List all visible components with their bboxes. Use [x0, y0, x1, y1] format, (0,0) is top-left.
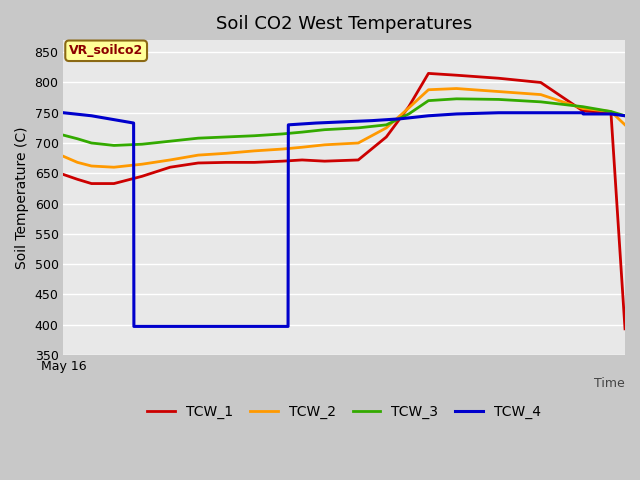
Legend: TCW_1, TCW_2, TCW_3, TCW_4: TCW_1, TCW_2, TCW_3, TCW_4 — [142, 399, 547, 425]
TCW_1 — [60, 172, 67, 178]
TCW_4 — [242, 324, 250, 329]
TCW_3 — [607, 108, 615, 114]
TCW_4 — [60, 110, 67, 116]
TCW_1 — [138, 173, 146, 179]
TCW_4 — [537, 110, 545, 116]
TCW_4 — [158, 324, 166, 329]
TCW_1 — [250, 159, 258, 165]
TCW_3 — [223, 134, 230, 140]
TCW_4 — [424, 113, 432, 119]
TCW_1 — [110, 180, 118, 186]
TCW_2 — [495, 89, 502, 95]
TCW_4 — [285, 122, 292, 128]
TCW_2 — [110, 164, 118, 170]
TCW_4 — [88, 113, 95, 119]
TCW_3 — [579, 104, 587, 109]
TCW_4 — [130, 120, 138, 126]
TCW_2 — [74, 159, 81, 165]
TCW_1 — [405, 104, 413, 109]
TCW_2 — [298, 144, 306, 150]
TCW_1 — [579, 108, 587, 114]
TCW_2 — [607, 108, 615, 114]
TCW_2 — [537, 92, 545, 97]
TCW_4 — [452, 111, 460, 117]
Line: TCW_2: TCW_2 — [63, 88, 625, 167]
TCW_4 — [284, 324, 292, 329]
Line: TCW_1: TCW_1 — [63, 73, 625, 329]
TCW_1 — [223, 159, 230, 165]
TCW_2 — [88, 163, 95, 169]
TCW_2 — [195, 152, 202, 158]
TCW_2 — [424, 87, 432, 93]
Line: TCW_4: TCW_4 — [63, 113, 625, 326]
TCW_3 — [405, 111, 413, 117]
TCW_3 — [383, 122, 390, 128]
TCW_4 — [116, 118, 124, 123]
TCW_1 — [621, 326, 629, 332]
TCW_2 — [166, 157, 174, 163]
TCW_4 — [270, 324, 278, 329]
TCW_1 — [424, 71, 432, 76]
TCW_1 — [88, 180, 95, 186]
TCW_2 — [138, 161, 146, 167]
TCW_3 — [195, 135, 202, 141]
TCW_1 — [537, 80, 545, 85]
Y-axis label: Soil Temperature (C): Soil Temperature (C) — [15, 126, 29, 269]
TCW_1 — [298, 157, 306, 163]
TCW_4 — [214, 324, 221, 329]
TCW_3 — [621, 113, 629, 119]
TCW_1 — [166, 164, 174, 170]
TCW_3 — [60, 132, 67, 138]
Line: TCW_3: TCW_3 — [63, 99, 625, 145]
TCW_3 — [355, 125, 362, 131]
TCW_4 — [130, 324, 138, 329]
TCW_1 — [452, 72, 460, 78]
TCW_1 — [195, 160, 202, 166]
TCW_1 — [321, 158, 328, 164]
TCW_4 — [621, 113, 629, 119]
TCW_4 — [607, 111, 615, 117]
TCW_3 — [321, 127, 328, 132]
Text: VR_soilco2: VR_soilco2 — [69, 44, 143, 57]
TCW_3 — [74, 136, 81, 142]
TCW_2 — [321, 142, 328, 148]
TCW_4 — [186, 324, 194, 329]
TCW_4 — [579, 111, 587, 117]
TCW_1 — [607, 110, 615, 116]
TCW_4 — [340, 119, 348, 125]
TCW_3 — [298, 129, 306, 135]
TCW_2 — [60, 154, 67, 159]
TCW_1 — [383, 134, 390, 140]
TCW_3 — [166, 138, 174, 144]
TCW_3 — [88, 140, 95, 146]
TCW_2 — [579, 106, 587, 111]
TCW_2 — [621, 122, 629, 128]
TCW_3 — [452, 96, 460, 102]
TCW_1 — [495, 75, 502, 81]
TCW_1 — [278, 158, 286, 164]
TCW_4 — [495, 110, 502, 116]
TCW_2 — [278, 146, 286, 152]
TCW_2 — [223, 150, 230, 156]
TCW_2 — [355, 140, 362, 146]
TCW_4 — [369, 118, 376, 123]
TCW_3 — [278, 131, 286, 137]
TCW_3 — [250, 133, 258, 139]
TCW_3 — [138, 141, 146, 147]
TCW_4 — [579, 110, 587, 116]
TCW_2 — [250, 148, 258, 154]
Text: Time: Time — [595, 377, 625, 390]
Title: Soil CO2 West Temperatures: Soil CO2 West Temperatures — [216, 15, 472, 33]
TCW_3 — [537, 99, 545, 105]
TCW_2 — [383, 125, 390, 131]
TCW_1 — [355, 157, 362, 163]
TCW_3 — [110, 143, 118, 148]
TCW_3 — [495, 96, 502, 102]
TCW_4 — [312, 120, 320, 126]
TCW_2 — [452, 85, 460, 91]
TCW_1 — [74, 177, 81, 182]
TCW_3 — [424, 98, 432, 104]
TCW_2 — [405, 105, 413, 111]
TCW_4 — [397, 116, 404, 121]
